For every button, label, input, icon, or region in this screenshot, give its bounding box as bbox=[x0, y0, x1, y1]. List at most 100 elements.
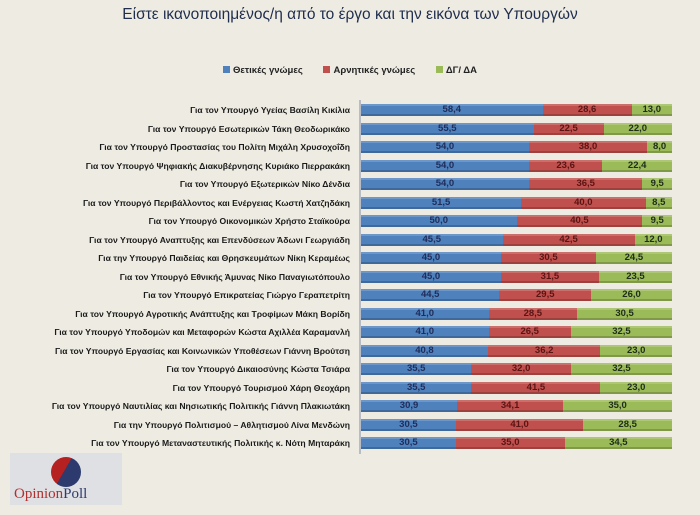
data-label: 45,0 bbox=[421, 252, 441, 263]
bar-segment bbox=[455, 437, 565, 449]
data-label: 45,0 bbox=[421, 270, 441, 282]
data-label: 40,0 bbox=[574, 196, 593, 208]
bar-segment bbox=[631, 104, 672, 116]
bar-segment bbox=[361, 252, 501, 264]
bar-segment bbox=[516, 215, 643, 227]
data-label: 22,5 bbox=[559, 122, 578, 134]
bar-segment bbox=[600, 344, 672, 357]
data-label: 41,0 bbox=[415, 326, 435, 337]
data-label: 31,5 bbox=[540, 270, 560, 282]
bar-segment bbox=[455, 418, 584, 431]
bar-segment bbox=[647, 141, 672, 153]
logo-text-a: Opinion bbox=[14, 486, 64, 502]
data-label: 41,0 bbox=[415, 307, 435, 319]
data-label: 23,0 bbox=[626, 344, 646, 356]
bar-segment bbox=[487, 344, 601, 357]
category-label: Για τον Υπουργό Ψηφιακής Διακυβέρνησης Κ… bbox=[85, 160, 350, 171]
data-label: 34,5 bbox=[609, 437, 628, 448]
bar-segment bbox=[564, 437, 672, 449]
bar-segment bbox=[591, 289, 672, 301]
data-label: 30,9 bbox=[399, 400, 419, 411]
category-label: Για τον Υπουργό Αναπτυξης και Επενδύσεων… bbox=[89, 234, 350, 245]
bar-segment bbox=[471, 363, 571, 375]
logo-circle-icon bbox=[51, 457, 81, 487]
category-label: Για την Υπουργό Παιδείας και Θρησκευμάτω… bbox=[98, 253, 350, 263]
category-axis bbox=[359, 100, 361, 454]
bar-segment bbox=[361, 418, 456, 431]
data-label: 22,4 bbox=[627, 159, 647, 171]
bar-segment bbox=[570, 326, 672, 338]
bar-segment bbox=[361, 178, 529, 190]
data-label: 9,5 bbox=[650, 178, 664, 189]
chart-title: Είστε ικανοποιημένος/η από το έργο και τ… bbox=[122, 6, 578, 23]
bar-segment bbox=[602, 159, 672, 172]
bar-segment bbox=[533, 122, 604, 135]
data-label: 12,0 bbox=[644, 233, 663, 245]
legend-label-dk: ΔΓ/ ΔΑ bbox=[445, 65, 477, 76]
data-label: 32,5 bbox=[612, 326, 631, 337]
category-label: Για τον Υπουργό Δικαιοσύνης Κώστα Τσιάρα bbox=[166, 364, 350, 374]
data-label: 26,0 bbox=[622, 289, 641, 300]
bar-segment bbox=[361, 307, 489, 320]
category-label: Για τον Υπουργό Ναυτιλίας και Νησιωτικής… bbox=[51, 401, 350, 411]
bar-segment bbox=[361, 104, 543, 116]
data-label: 28,6 bbox=[577, 104, 597, 115]
bar-segment bbox=[488, 326, 571, 338]
bar-segment bbox=[361, 381, 472, 394]
bar-segment bbox=[642, 215, 672, 227]
data-label: 13,0 bbox=[642, 104, 662, 115]
category-label: Για τον Υπουργό Περιβάλλοντος και Ενέργε… bbox=[83, 197, 350, 208]
data-label: 30,5 bbox=[399, 418, 418, 430]
data-label: 54,0 bbox=[435, 141, 455, 152]
legend-item-negative: Αρνητικές γνώμες bbox=[323, 65, 415, 76]
data-label: 28,5 bbox=[618, 418, 637, 430]
data-label: 54,0 bbox=[435, 178, 455, 189]
bar-segment bbox=[577, 307, 672, 320]
data-label: 28,5 bbox=[523, 307, 543, 319]
logo-text: OpinionPoll bbox=[14, 486, 87, 503]
category-label: Για τον Υπουργό Οικονομικών Χρήστο Σταϊκ… bbox=[148, 216, 350, 226]
legend-label-negative: Αρνητικές γνώμες bbox=[333, 65, 416, 76]
category-label: Για τον Υπουργό Επικρατείας Γιώργο Γεραπ… bbox=[143, 290, 350, 300]
bar-segment bbox=[500, 252, 596, 264]
bar-segment bbox=[528, 141, 648, 153]
data-label: 41,0 bbox=[510, 418, 529, 430]
category-label: Για τον Υπουργό Εθνικής Άμυνας Νίκο Πανα… bbox=[119, 271, 350, 282]
bar-segment bbox=[361, 159, 529, 172]
bar-segment bbox=[361, 344, 488, 357]
data-label: 45,5 bbox=[422, 233, 442, 245]
data-label: 30,5 bbox=[399, 437, 418, 448]
bar-segment bbox=[521, 196, 646, 209]
category-label: Για τον Υπουργό Υποδομών και Μεταφορών Κ… bbox=[54, 327, 350, 337]
bar-segment bbox=[361, 289, 500, 301]
data-label: 23,0 bbox=[626, 381, 646, 393]
data-label: 24,5 bbox=[624, 252, 644, 263]
data-label: 55,5 bbox=[438, 122, 457, 134]
category-label: Για την Υπουργό Πολιτισμού – Αθλητισμού … bbox=[113, 419, 350, 430]
bar-segment bbox=[595, 252, 672, 264]
bar-segment bbox=[361, 141, 529, 153]
data-label: 8,0 bbox=[652, 141, 667, 152]
data-label: 23,6 bbox=[556, 159, 575, 171]
legend-item-dk: ΔΓ/ ΔΑ bbox=[435, 65, 477, 76]
data-label: 29,5 bbox=[536, 289, 555, 300]
bar-segment bbox=[500, 270, 599, 283]
bar-segment bbox=[634, 233, 672, 246]
bar-segment bbox=[361, 437, 456, 449]
data-label: 51,5 bbox=[431, 196, 451, 208]
category-label: Για τον Υπουργό Υγείας Βασίλη Κικίλια bbox=[190, 105, 350, 115]
data-label: 35,0 bbox=[501, 437, 520, 448]
bar-segment bbox=[542, 104, 632, 116]
bar-segment bbox=[361, 122, 534, 135]
category-label: Για τον Υπουργό Τουρισμού Χάρη Θεοχάρη bbox=[172, 382, 350, 393]
bar-segment bbox=[361, 196, 522, 209]
bar-segment bbox=[488, 307, 578, 320]
category-label: Για τον Υπουργό Αγροτικής Ανάπτυξης και … bbox=[75, 308, 350, 319]
bar-segment bbox=[563, 400, 672, 412]
data-label: 8,5 bbox=[652, 196, 666, 208]
data-label: 26,5 bbox=[520, 326, 539, 337]
category-label: Για τον Υπουργό Προστασίας του Πολίτη Μι… bbox=[99, 142, 350, 152]
bar-segment bbox=[361, 215, 517, 227]
category-label: Για τον Υπουργό Εργασίας και Κοινωνικών … bbox=[54, 345, 350, 356]
